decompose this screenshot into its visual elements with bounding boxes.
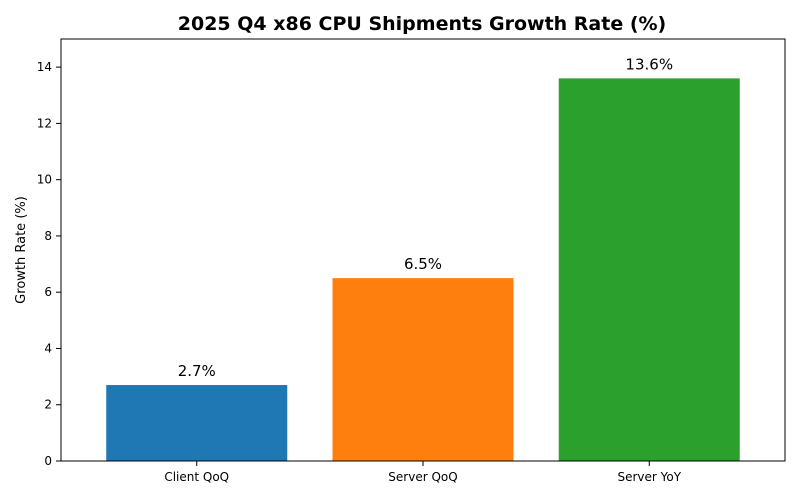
y-tick-label: 6 [44, 285, 52, 299]
y-tick-label: 2 [44, 398, 52, 412]
plot-area: 2.7% Client QoQ 6.5% Server QoQ 13.6% Server … [37, 38, 786, 484]
x-tick-label: Server QoQ [388, 470, 457, 484]
y-tick-label: 8 [44, 229, 52, 243]
x-tick-label: Client QoQ [164, 470, 229, 484]
y-tick-label: 0 [44, 454, 52, 468]
y-tick-label: 14 [37, 60, 52, 74]
bar-client-qoq [106, 385, 288, 461]
y-tick-label: 12 [37, 116, 52, 130]
plot-frame [60, 38, 786, 462]
chart-title: 2025 Q4 x86 CPU Shipments Growth Rate (%… [178, 13, 666, 35]
y-tick-label: 10 [37, 173, 52, 187]
bar-server-yoy [558, 78, 740, 462]
data-label: 6.5% [404, 255, 442, 273]
y-axis-label: Growth Rate (%) [14, 196, 29, 304]
y-tick-label: 4 [44, 341, 52, 355]
bar-server-qoq [332, 278, 514, 461]
data-label: 13.6% [625, 55, 673, 73]
data-label: 2.7% [178, 362, 216, 380]
x-tick-label: Server YoY [617, 470, 681, 484]
